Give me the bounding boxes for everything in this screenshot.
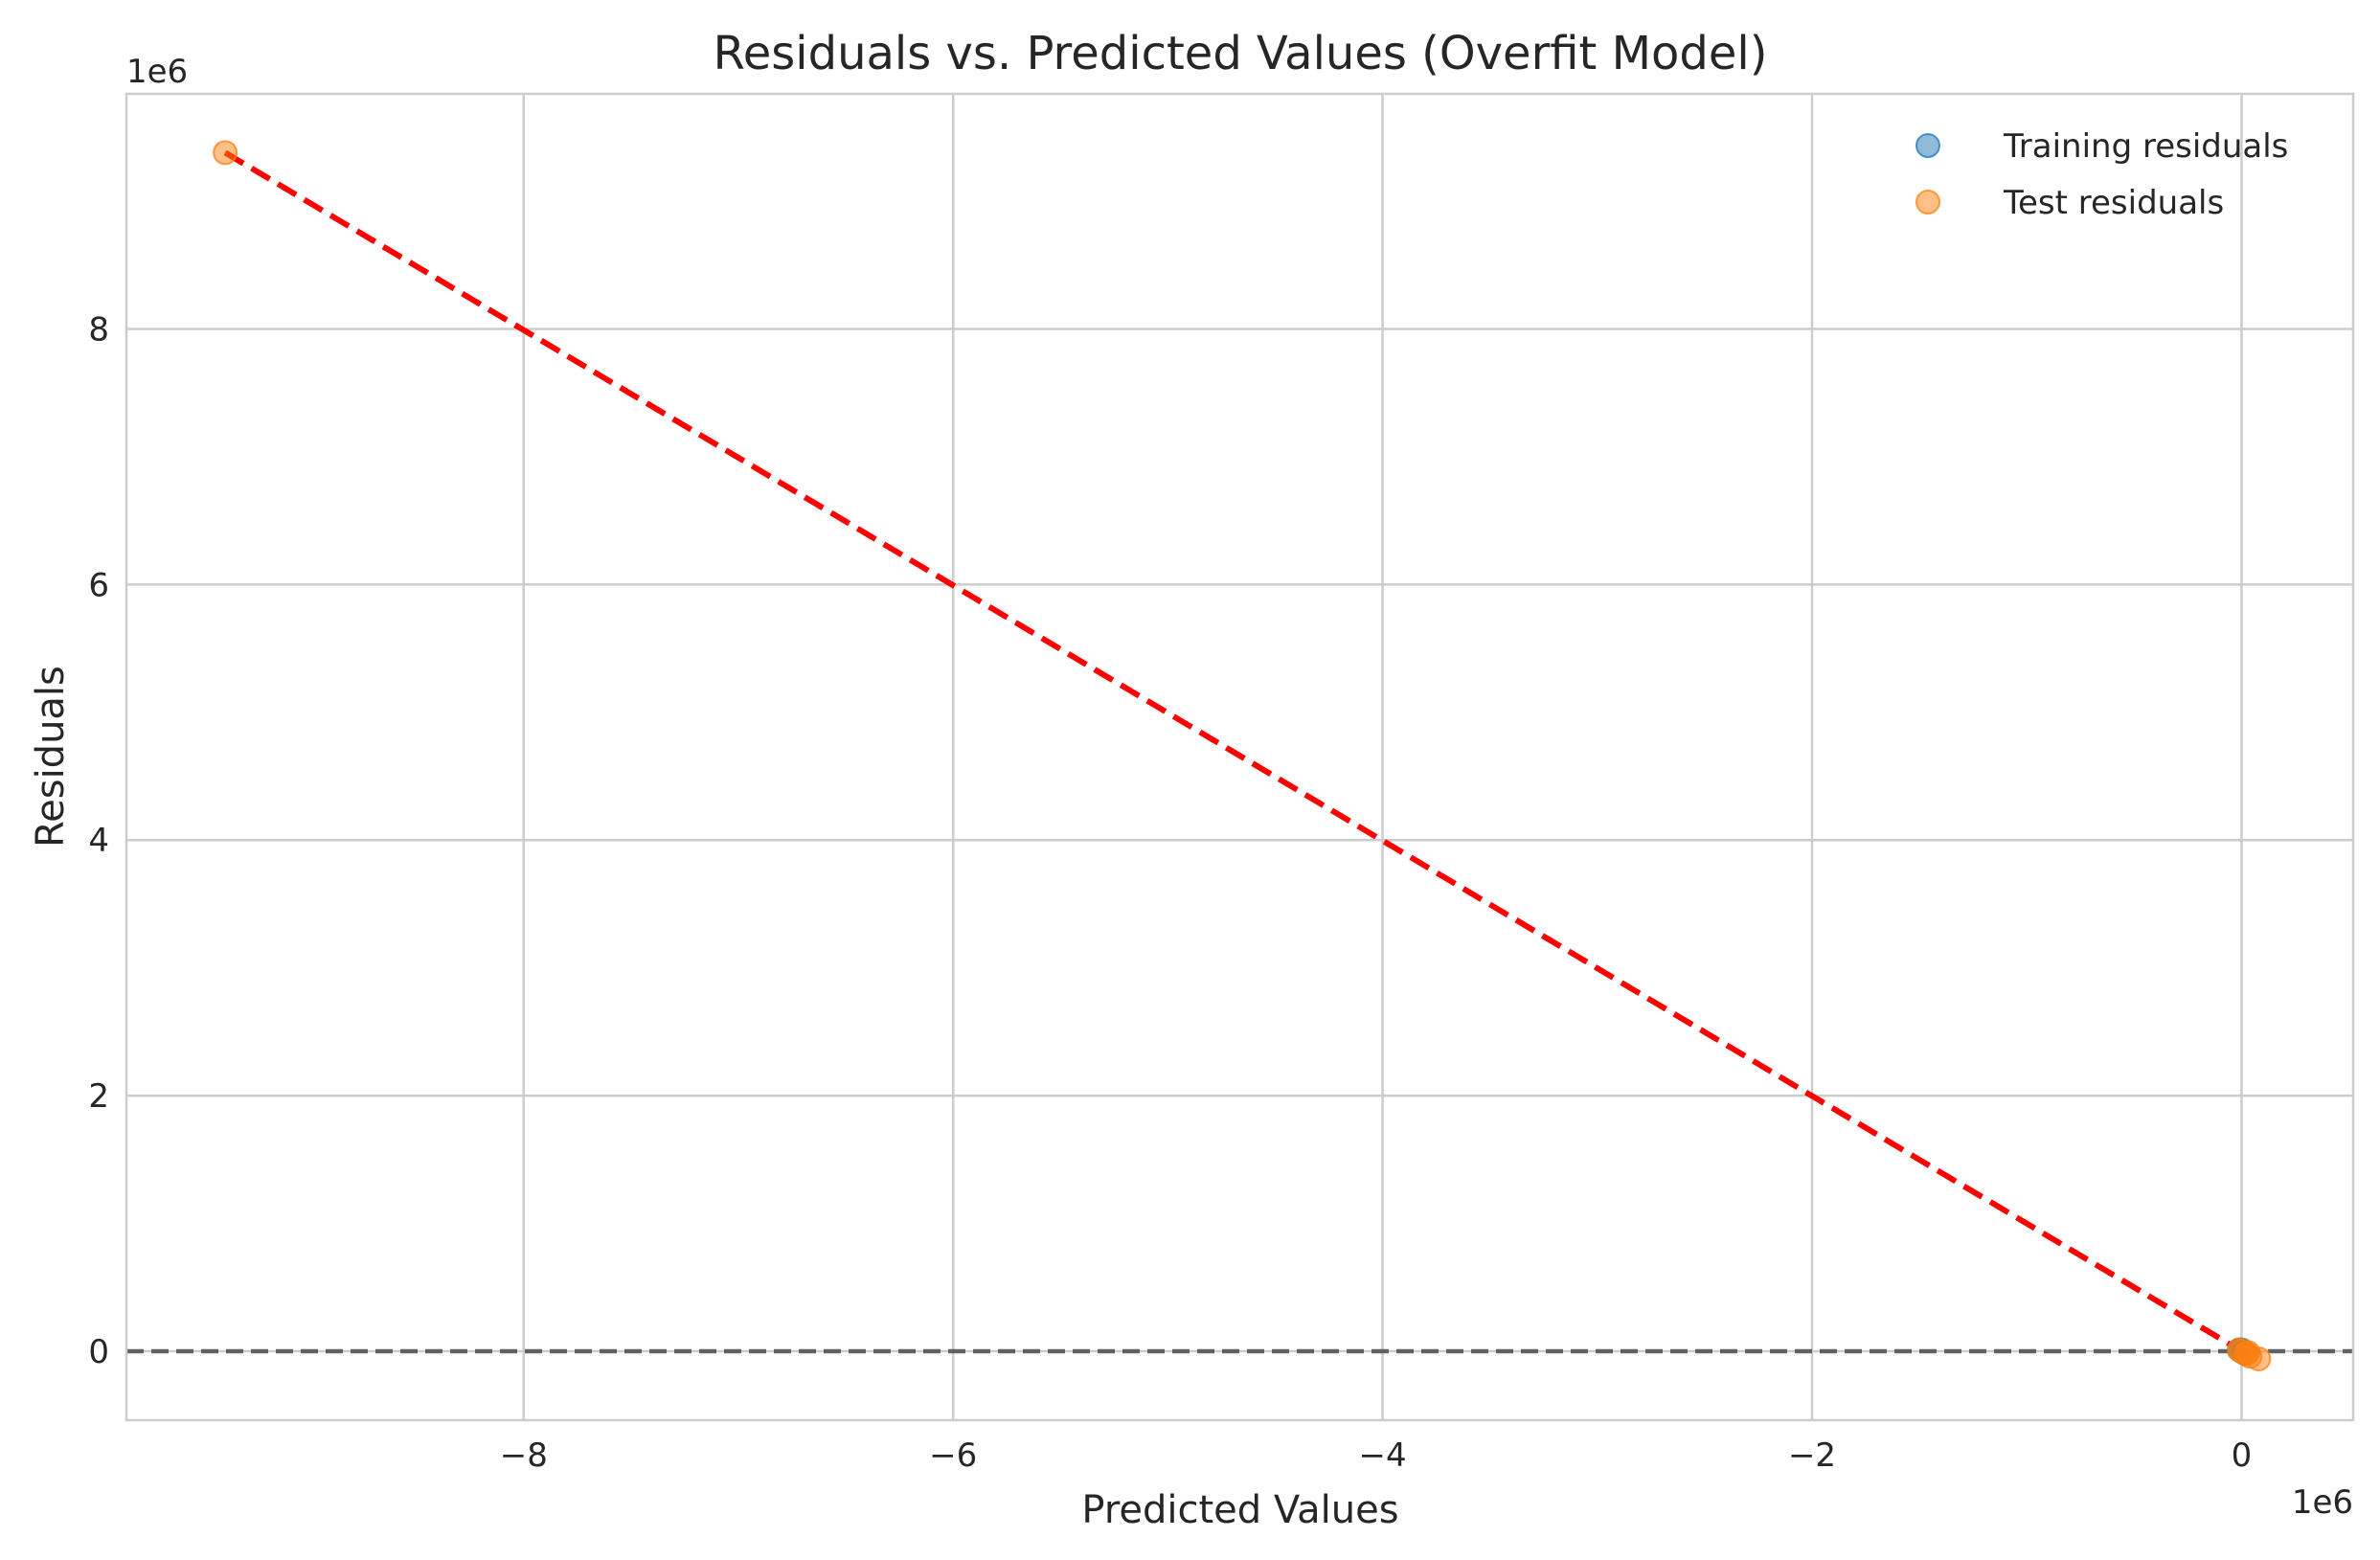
legend: Training residuals Test residuals [1915, 127, 2288, 222]
legend-marker-training [1915, 133, 1940, 158]
y-tick-label: 4 [88, 822, 109, 860]
x-tick-label: −6 [929, 1436, 977, 1475]
legend-label-test: Test residuals [2003, 184, 2224, 222]
legend-label-training: Training residuals [2003, 127, 2288, 166]
test-residual-point [213, 140, 238, 166]
reference-lines [126, 149, 2353, 1354]
y-tick-label: 0 [88, 1333, 109, 1371]
y-tick-label: 6 [88, 566, 109, 604]
x-tick-label: 0 [2232, 1436, 2253, 1475]
data-points [213, 140, 2272, 1371]
plot-frame [125, 92, 2355, 1422]
x-offset-label: 1e6 [2292, 1483, 2353, 1522]
legend-marker-test [1915, 190, 1940, 215]
y-tick-label: 2 [88, 1077, 109, 1116]
y-tick-label: 8 [88, 311, 109, 350]
x-axis-label: Predicted Values [1081, 1488, 1398, 1532]
x-tick-labels: −8 −6 −4 −2 0 [500, 1436, 2253, 1475]
grid-lines [126, 94, 2353, 1420]
y-tick-labels: 0 2 4 6 8 [88, 311, 109, 1371]
x-tick-label: −4 [1359, 1436, 1407, 1475]
x-tick-label: −8 [500, 1436, 548, 1475]
test-residual-point [2235, 1340, 2261, 1366]
y-offset-label: 1e6 [126, 53, 188, 91]
y-axis-label: Residuals [29, 666, 73, 848]
x-tick-label: −2 [1788, 1436, 1836, 1475]
chart-title: Residuals vs. Predicted Values (Overfit … [714, 27, 1768, 80]
diagonal-reference-line [223, 149, 2243, 1354]
